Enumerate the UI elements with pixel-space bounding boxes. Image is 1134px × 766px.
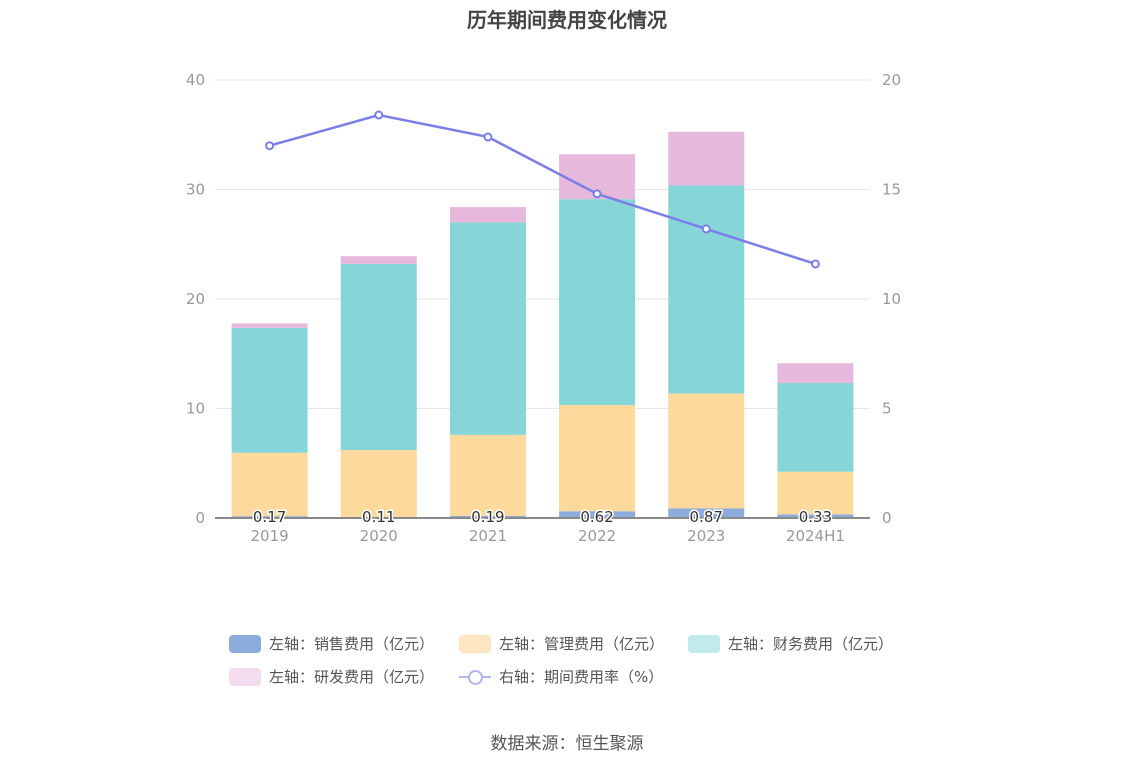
legend-label: 左轴：研发费用（亿元） bbox=[269, 668, 435, 686]
bar-finance bbox=[559, 199, 636, 405]
x-tick-label: 2024H1 bbox=[786, 527, 845, 545]
left-tick-label: 40 bbox=[186, 71, 205, 89]
bar-finance bbox=[340, 263, 417, 451]
bar-rd bbox=[231, 323, 308, 328]
bars bbox=[231, 131, 854, 518]
legend-item-admin[interactable]: 左轴：管理费用（亿元） bbox=[459, 633, 664, 654]
bar-rd bbox=[449, 207, 526, 223]
x-tick-label: 2022 bbox=[578, 527, 616, 545]
rate-point bbox=[265, 141, 275, 151]
right-tick-label: 0 bbox=[882, 509, 892, 527]
data-label: 0.19 bbox=[471, 508, 504, 526]
right-tick-label: 15 bbox=[882, 181, 901, 199]
legend-label: 右轴：期间费用率（%） bbox=[499, 668, 664, 686]
rate-point bbox=[701, 224, 711, 234]
bar-admin bbox=[559, 404, 636, 512]
left-tick-label: 20 bbox=[186, 290, 205, 308]
data-label: 0.33 bbox=[799, 508, 832, 526]
bar-rd bbox=[340, 256, 417, 264]
chart-title: 历年期间费用变化情况 bbox=[467, 8, 667, 32]
right-axis: 0 5 10 15 20 bbox=[882, 71, 901, 527]
bar-admin bbox=[668, 393, 745, 509]
data-label: 0.87 bbox=[690, 508, 723, 526]
right-tick-label: 10 bbox=[882, 290, 901, 308]
data-label: 0.17 bbox=[253, 508, 286, 526]
bar-finance bbox=[231, 327, 308, 453]
bar-swatch-icon bbox=[229, 634, 261, 653]
bar-sales bbox=[668, 508, 745, 518]
bar-admin bbox=[340, 450, 417, 517]
rate-point bbox=[810, 259, 820, 269]
left-tick-label: 0 bbox=[195, 509, 205, 527]
bar-sales bbox=[777, 514, 854, 518]
legend-label: 左轴：财务费用（亿元） bbox=[728, 635, 894, 653]
legend-label: 左轴：销售费用（亿元） bbox=[269, 635, 435, 653]
legend-label: 左轴：管理费用（亿元） bbox=[499, 635, 665, 653]
right-tick-label: 20 bbox=[882, 71, 901, 89]
bar-admin bbox=[231, 452, 308, 517]
bar-finance bbox=[777, 382, 854, 472]
rate-polyline bbox=[269, 113, 816, 266]
data-label: 0.11 bbox=[362, 508, 395, 526]
x-tick-label: 2023 bbox=[687, 527, 725, 545]
left-tick-label: 30 bbox=[186, 181, 205, 199]
bar-sales bbox=[449, 515, 526, 518]
x-tick-label: 2020 bbox=[360, 527, 398, 545]
bar-rd bbox=[668, 131, 745, 186]
data-source: 数据来源：恒生聚源 bbox=[490, 734, 644, 754]
bar-sales bbox=[559, 511, 636, 518]
rate-point bbox=[592, 189, 602, 199]
gridlines bbox=[215, 79, 870, 409]
x-tick-label: 2021 bbox=[469, 527, 507, 545]
bar-admin bbox=[449, 434, 526, 516]
line-circle-icon bbox=[459, 668, 491, 686]
right-tick-label: 5 bbox=[882, 400, 892, 418]
left-tick-label: 10 bbox=[186, 400, 205, 418]
data-labels: 0.17 0.11 0.19 0.62 0.87 0.33 bbox=[251, 507, 833, 528]
legend-item-rd[interactable]: 左轴：研发费用（亿元） bbox=[229, 666, 434, 687]
rate-point bbox=[374, 110, 384, 120]
legend-item-sales[interactable]: 左轴：销售费用（亿元） bbox=[229, 633, 434, 654]
data-label: 0.62 bbox=[580, 508, 613, 526]
x-tick-label: 2019 bbox=[250, 527, 288, 545]
rate-line bbox=[265, 110, 820, 269]
x-axis: 2019 2020 2021 2022 2023 2024H1 bbox=[215, 517, 870, 545]
bar-swatch-icon bbox=[229, 667, 261, 686]
bar-finance bbox=[668, 185, 745, 394]
bar-rd bbox=[777, 363, 854, 383]
left-axis: 0 10 20 30 40 bbox=[186, 71, 205, 527]
rate-point bbox=[483, 132, 493, 142]
bar-admin bbox=[777, 471, 854, 515]
bar-finance bbox=[449, 222, 526, 435]
legend-item-finance[interactable]: 左轴：财务费用（亿元） bbox=[688, 633, 893, 654]
legend-item-rate[interactable]: 右轴：期间费用率（%） bbox=[459, 666, 663, 687]
bar-swatch-icon bbox=[688, 634, 720, 653]
bar-swatch-icon bbox=[459, 634, 491, 653]
